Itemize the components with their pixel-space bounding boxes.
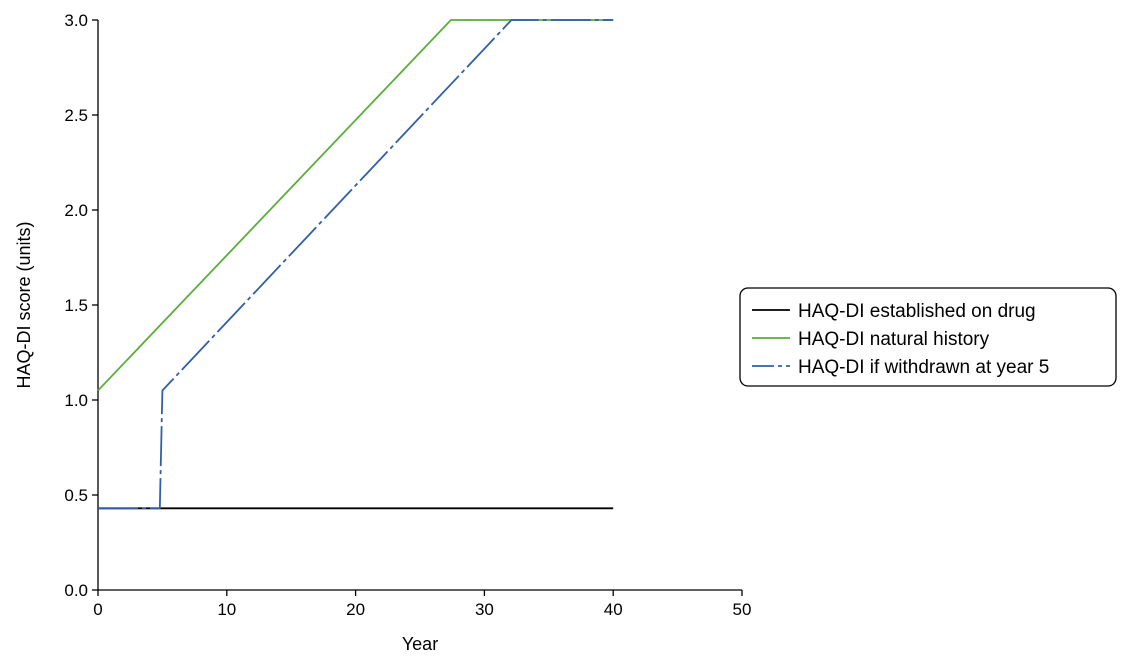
series-line-3: [98, 19, 614, 510]
y-tick-label: 2.0: [64, 201, 88, 220]
y-tick-label: 2.5: [64, 106, 88, 125]
x-tick-label: 10: [217, 600, 236, 619]
x-tick-label: 20: [346, 600, 365, 619]
axes: 0 10 20 30 40 50 0.0 0.5 1.0 1.5 2.0 2.5 3.0: [64, 11, 751, 619]
x-axis-title: Year: [402, 634, 438, 654]
x-tick-label: 0: [93, 600, 102, 619]
y-axis-title: HAQ-DI score (units): [14, 221, 34, 388]
series-line-2: [97, 19, 614, 392]
legend-label-2: HAQ-DI natural history: [798, 329, 990, 350]
y-tick-label: 1.0: [64, 391, 88, 410]
y-tick-label: 1.5: [64, 296, 88, 315]
y-tick-label: 0.5: [64, 486, 88, 505]
x-tick-label: 40: [604, 600, 623, 619]
y-tick-label: 0.0: [64, 581, 88, 600]
x-tick-label: 50: [733, 600, 752, 619]
y-tick-label: 3.0: [64, 11, 88, 30]
series-layer: [97, 19, 614, 510]
legend-box: [739, 287, 1117, 387]
legend-label-1: HAQ-DI established on drug: [798, 301, 1036, 322]
x-tick-label: 30: [475, 600, 494, 619]
legend-label-3: HAQ-DI if withdrawn at year 5: [798, 357, 1049, 378]
legend: HAQ-DI established on drug HAQ-DI natural…: [739, 287, 1117, 387]
